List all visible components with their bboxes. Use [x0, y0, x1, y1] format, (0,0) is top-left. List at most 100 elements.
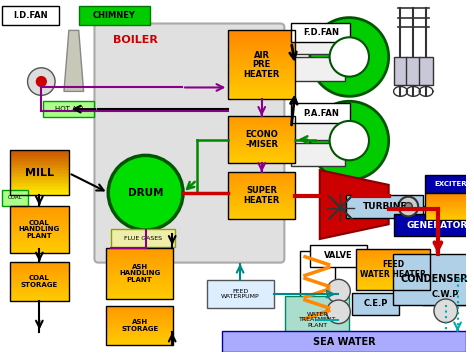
Bar	[228, 49, 295, 51]
Bar	[228, 122, 295, 124]
Bar	[228, 155, 295, 157]
Bar	[111, 229, 175, 247]
Bar	[10, 206, 69, 207]
Bar	[10, 267, 69, 268]
Bar	[228, 185, 295, 186]
Bar	[10, 289, 69, 290]
Bar	[106, 280, 173, 282]
Bar	[10, 288, 69, 289]
Bar	[310, 245, 367, 267]
Bar	[10, 187, 69, 189]
Text: MILL: MILL	[25, 168, 54, 178]
Circle shape	[434, 299, 457, 323]
Bar	[228, 174, 295, 175]
Bar	[228, 67, 295, 70]
Bar	[356, 277, 430, 278]
Bar	[228, 86, 295, 88]
Circle shape	[327, 300, 350, 324]
Bar	[228, 197, 295, 199]
Bar	[106, 333, 173, 335]
Bar	[222, 332, 466, 352]
Bar	[10, 210, 69, 212]
Bar	[406, 57, 420, 84]
Bar	[425, 219, 474, 220]
Circle shape	[27, 68, 55, 95]
Bar	[10, 229, 69, 231]
Bar	[106, 331, 173, 332]
Bar	[10, 232, 69, 234]
Bar	[106, 327, 173, 328]
Bar	[106, 287, 173, 289]
Bar	[79, 6, 150, 26]
Bar	[10, 283, 69, 284]
Bar	[106, 248, 173, 250]
Bar	[228, 116, 295, 118]
Bar	[228, 216, 295, 218]
Bar	[228, 118, 295, 119]
Bar	[10, 159, 69, 161]
Text: C.E.P: C.E.P	[364, 299, 388, 308]
Bar	[425, 202, 474, 203]
Bar	[228, 213, 295, 214]
Bar	[106, 282, 173, 284]
Bar	[106, 326, 173, 327]
Bar	[10, 264, 69, 266]
Bar	[425, 218, 474, 219]
Bar	[228, 129, 295, 130]
Bar	[392, 254, 474, 305]
Bar	[300, 251, 335, 324]
Bar	[228, 39, 295, 42]
Bar	[10, 218, 69, 220]
Bar	[228, 92, 295, 95]
Bar	[228, 60, 295, 62]
Bar	[10, 268, 69, 269]
Bar	[228, 144, 295, 146]
Bar	[10, 237, 69, 239]
Bar	[10, 165, 69, 167]
Bar	[10, 286, 69, 288]
Bar	[228, 157, 295, 159]
Bar	[106, 275, 173, 277]
Bar	[425, 214, 474, 215]
Bar	[43, 101, 94, 117]
Bar	[10, 224, 69, 226]
Bar	[106, 328, 173, 329]
Bar	[10, 173, 69, 174]
Bar	[356, 269, 430, 271]
Bar	[425, 216, 474, 217]
Bar	[228, 181, 295, 183]
Bar	[228, 162, 295, 163]
Bar	[228, 188, 295, 190]
Bar	[356, 256, 430, 257]
Text: C.W.P: C.W.P	[432, 290, 459, 299]
Bar	[425, 211, 474, 212]
Bar	[106, 319, 173, 320]
Bar	[228, 97, 295, 99]
Bar	[356, 250, 430, 252]
Bar	[228, 194, 295, 196]
Bar	[10, 186, 69, 187]
Bar	[106, 337, 173, 339]
Bar	[10, 183, 69, 184]
Bar	[425, 195, 474, 196]
Bar	[228, 31, 295, 33]
Bar	[10, 213, 69, 215]
Bar	[106, 267, 173, 268]
Bar	[425, 208, 474, 209]
Bar	[10, 231, 69, 232]
Bar	[228, 65, 295, 67]
Bar	[356, 258, 430, 260]
Bar	[356, 261, 430, 263]
Bar	[356, 264, 430, 266]
Bar	[10, 290, 69, 292]
Bar	[106, 294, 173, 296]
Bar	[228, 207, 295, 208]
Bar	[10, 180, 69, 181]
Circle shape	[108, 155, 183, 230]
Bar	[10, 243, 69, 245]
Bar	[10, 266, 69, 267]
Bar	[106, 318, 173, 319]
Bar	[106, 306, 173, 345]
Bar	[106, 255, 173, 256]
Bar	[10, 217, 69, 218]
